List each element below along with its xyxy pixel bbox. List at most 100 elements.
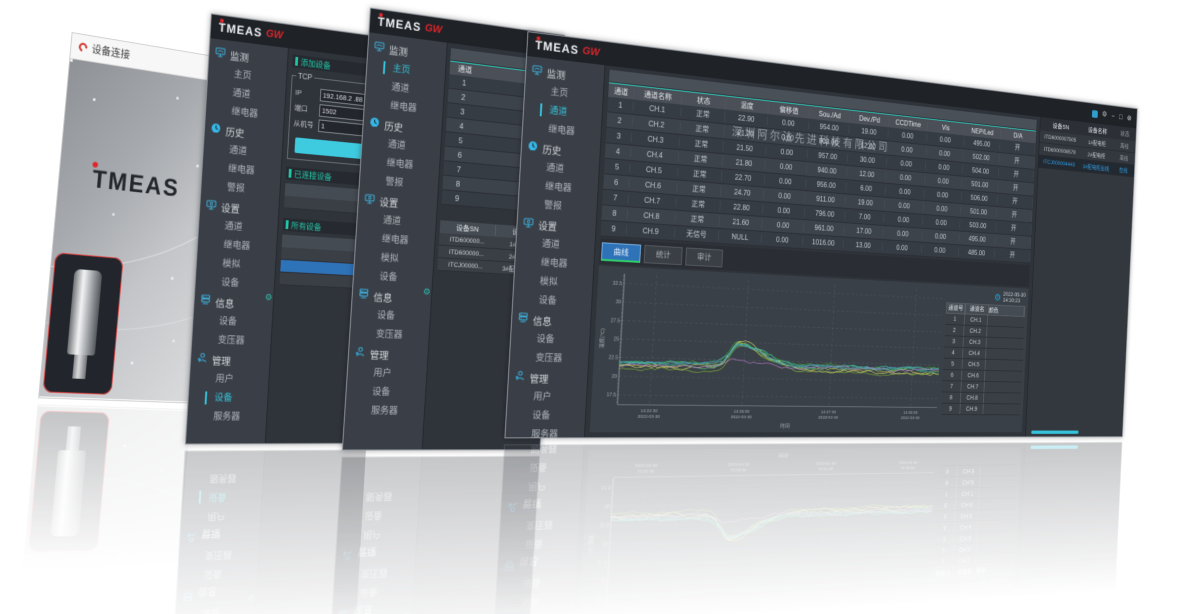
table-row[interactable]: 9 CH.9 [940, 403, 1021, 416]
gear-icon[interactable]: ⚙ [993, 291, 1002, 303]
table-cell: 正常 [676, 182, 722, 197]
svg-text:2022-03-30: 2022-03-30 [637, 414, 660, 420]
sidebar-item-用户[interactable]: 用户 [533, 391, 552, 403]
monitor-icon [532, 64, 543, 78]
tab-统计[interactable]: 统计 [643, 244, 683, 266]
sidebar-section-label: 管理 [369, 350, 389, 362]
table-cell: 7 [456, 164, 462, 174]
table-cell: 0.00 [763, 205, 806, 217]
table-cell: 502.00 [963, 151, 1000, 164]
table-cell: NULL [718, 231, 762, 243]
table-cell: CH.6 [629, 179, 678, 192]
sidebar-item-用户[interactable]: 用户 [215, 373, 234, 385]
sidebar-section-管理[interactable]: 管理 [508, 367, 587, 388]
close-button[interactable]: ⊗ [1126, 113, 1132, 122]
table-cell: 0.00 [926, 147, 964, 160]
display-icon [364, 193, 375, 207]
tab-曲线[interactable]: 曲线 [600, 242, 642, 263]
sidebar-section-label: 设置 [537, 220, 558, 234]
table-cell: 1016.00 [803, 237, 844, 249]
sidebar-item-变压器[interactable]: 变压器 [535, 352, 563, 365]
probe-cylinder [66, 268, 103, 356]
table-cell: 9 [600, 223, 628, 235]
tray-app-icon[interactable] [1091, 109, 1098, 118]
table-cell: 0.00 [765, 160, 808, 173]
table-cell: 24.70 [720, 186, 765, 199]
sidebar-section-label: 历史 [383, 121, 404, 134]
sidebar-item-用户[interactable]: 用户 [373, 367, 392, 380]
sidebar-item-变压器[interactable]: 变压器 [217, 334, 245, 347]
app-logo-suffix: GW [424, 22, 443, 37]
table-cell: 0.00 [764, 175, 807, 188]
sidebar-section-信息[interactable]: 信息 [352, 285, 432, 308]
sidebar-item-服务器[interactable]: 服务器 [530, 429, 559, 441]
table-cell: 4 [459, 121, 464, 131]
table-cell: 0.00 [887, 158, 926, 170]
table-cell: CH.3 [962, 336, 987, 348]
table-cell: 21.80 [722, 157, 766, 170]
table-cell: 940.00 [806, 164, 848, 177]
sidebar-item-设备[interactable]: 设备 [379, 271, 398, 284]
table-cell: 0.00 [921, 231, 960, 242]
sidebar-item-设备[interactable]: 设备 [221, 277, 240, 290]
server-icon [358, 288, 369, 302]
sidebar-item-设备[interactable]: 设备 [536, 333, 555, 346]
light-dots [69, 58, 73, 63]
sidebar-item-服务器[interactable]: 服务器 [370, 405, 399, 417]
column-header: 通道号 [946, 302, 966, 315]
gear-icon[interactable]: ⚙ [422, 287, 431, 298]
table-cell: 22.70 [721, 171, 765, 184]
minimize-button[interactable]: − [1111, 111, 1115, 121]
sidebar-section-管理[interactable]: 管理 [190, 349, 270, 371]
gear-icon[interactable]: ⚙ [264, 293, 273, 304]
table-cell: 1 [607, 99, 634, 112]
logo-dot-icon [219, 18, 224, 23]
sidebar-item-设备[interactable]: 设备 [218, 315, 238, 328]
table-cell: 501.00 [960, 206, 998, 218]
table-cell: 485.00 [958, 247, 996, 258]
svg-text:2022-03-30: 2022-03-30 [818, 415, 838, 421]
history-icon [527, 140, 538, 155]
settings-gear-icon[interactable]: ⚙ [1101, 110, 1108, 120]
logo-dot-icon [536, 36, 541, 41]
sidebar-section-设置[interactable]: 设置 [200, 195, 279, 220]
table-cell: 19.00 [845, 197, 886, 209]
table-cell [987, 315, 1024, 327]
sidebar-section-历史[interactable]: 历史 [521, 136, 600, 163]
sidebar: 监测 主页 通道 继电器 历史 通道 继电器 警报 设置 通道 继电器 模拟 设备 信息 设备 变压器 管理 用户… [342, 32, 447, 450]
sidebar-item-设备[interactable]: 设备 [538, 295, 557, 307]
sidebar-item-服务器[interactable]: 服务器 [213, 411, 241, 423]
sidebar-item-变压器[interactable]: 变压器 [375, 328, 403, 341]
sidebar-section-信息[interactable]: 信息 [194, 291, 273, 314]
sidebar: 监测 主页 通道 继电器 历史 通道 继电器 警报 设置 通道 继电器 模拟 设备 信息 设备 变压器 管理 用户… [185, 38, 288, 444]
sidebar-section-历史[interactable]: 历史 [204, 119, 283, 146]
table-cell: 796.00 [804, 208, 846, 220]
sidebar-section-信息[interactable]: 信息 [512, 309, 591, 332]
table-cell: 开 [999, 141, 1036, 155]
table-cell: 6 [950, 372, 954, 379]
table-cell: 957.00 [807, 150, 849, 163]
sidebar-section-历史[interactable]: 历史 [363, 113, 442, 141]
sidebar-section-管理[interactable]: 管理 [348, 343, 428, 365]
horizontal-scrollbar[interactable] [1031, 430, 1079, 434]
ip-label: IP [295, 87, 302, 98]
monitor-icon [374, 41, 385, 55]
sidebar-item-设备[interactable]: 设备 [371, 386, 391, 398]
table-cell: 0.00 [926, 134, 965, 146]
table-row[interactable]: 8 CH.8 [941, 392, 1022, 405]
maximize-button[interactable]: □ [1118, 112, 1123, 122]
port-label: 端口 [294, 103, 309, 114]
table-cell: 正常 [676, 197, 721, 212]
table-cell: CH.1 [963, 314, 988, 326]
table-cell: 5 [458, 135, 463, 145]
sidebar-item-设备[interactable]: 设备 [188, 388, 268, 408]
window-channel-monitor: TMEAS GW ⚙ − □ ⊗ 监测 主页 通道 继电器 历史 通道 继电器 警报 设置 通道继… [504, 31, 1138, 440]
sidebar-item-设备[interactable]: 设备 [531, 410, 551, 422]
svg-text:14:22:30: 14:22:30 [640, 408, 658, 414]
table-cell: 0.00 [767, 116, 810, 130]
table-cell: 6.00 [846, 182, 887, 195]
tab-审计[interactable]: 审计 [685, 247, 724, 268]
table-cell: 6 [603, 177, 630, 188]
table-cell: 0.00 [885, 186, 925, 198]
